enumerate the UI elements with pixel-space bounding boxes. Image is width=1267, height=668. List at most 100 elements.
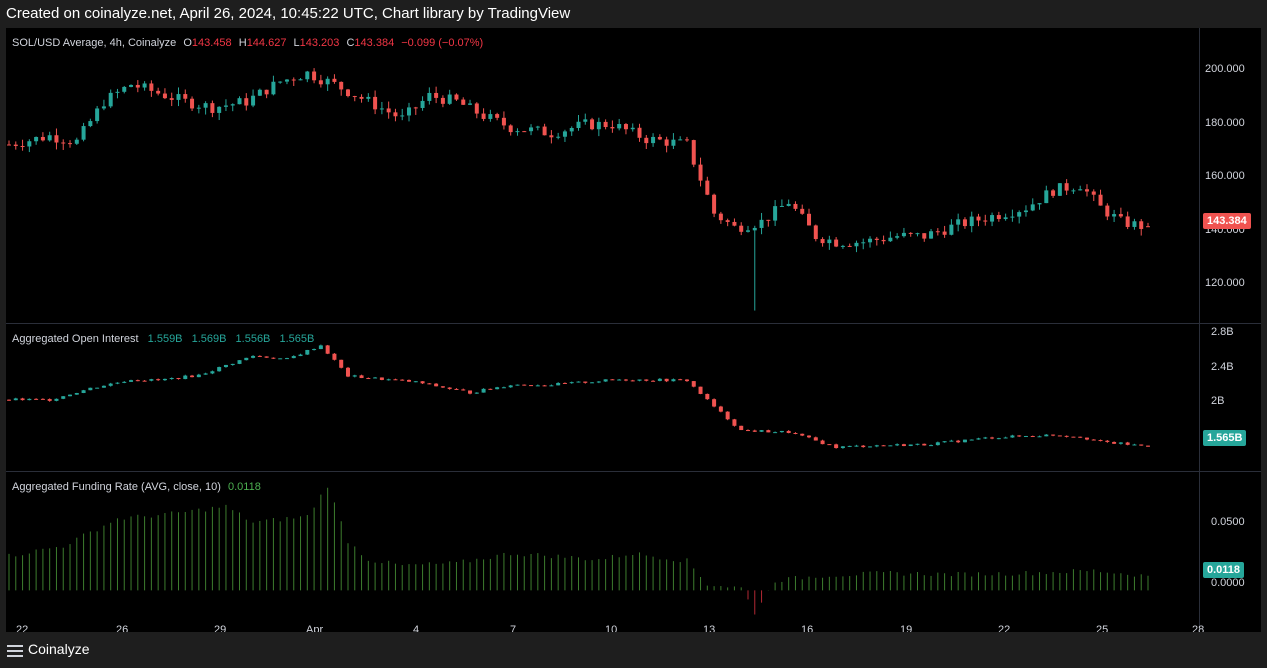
oi-candle [901,444,906,447]
oi-candle [705,393,710,400]
oi-candle [1057,435,1062,437]
price-candle [874,238,879,240]
oi-candle [210,371,215,374]
price-candle [766,219,771,221]
oi-candle [495,387,500,390]
oi-candle [434,383,439,387]
price-candle [257,89,262,96]
price-candle [969,216,974,227]
price-candle [251,95,256,106]
price-candle [291,79,296,81]
oi-candle [739,425,744,431]
oi-candle [732,419,737,426]
price-candle [583,119,588,122]
chart-area[interactable]: SOL/USD Average, 4h, Coinalyze O143.458 … [6,28,1261,636]
oi-candle [501,387,506,389]
price-candle [508,125,513,133]
oi-candle [81,390,86,394]
oi-candle [129,380,134,382]
last-price-badge: 143.384 [1203,213,1251,229]
price-candle [176,94,181,100]
fr-value: 0.0118 [227,481,261,493]
oi-candle [115,382,120,384]
oi-candle [535,385,540,387]
pane-divider-2[interactable] [6,471,1261,472]
price-candle [386,108,391,113]
pane-divider-1[interactable] [6,323,1261,324]
price-candle [834,239,839,247]
oi-candle [1037,436,1042,438]
oi-candle [549,385,554,387]
oi-candle [230,363,235,365]
price-candle [759,219,764,228]
oi-candle [617,379,622,381]
brand-label[interactable]: Coinalyze [28,641,90,657]
price-candle [535,126,540,128]
oi-tick: 2B [1211,395,1225,407]
oi-candle [861,445,866,448]
oi-candle [569,382,574,384]
price-candle [942,231,947,235]
price-candle [20,146,25,148]
price-candle [61,142,66,144]
price-candle [596,121,601,130]
oi-candle [1132,444,1137,446]
price-candle [1132,221,1137,227]
oi-candle [990,437,995,439]
price-candle [739,225,744,232]
oi-candle [556,382,561,386]
oi-candle [868,446,873,448]
change-value: −0.099 (−0.07%) [401,37,484,49]
oi-candle [1125,442,1130,445]
oi-candle [135,380,140,382]
price-candle [230,104,235,106]
price-candle [556,136,561,138]
oi-candle [1105,440,1110,442]
oi-candle [264,356,269,358]
oi-candle [596,381,601,383]
low-label: L [293,37,300,49]
hamburger-menu-icon[interactable] [7,645,23,657]
x-tick: 7 [510,624,517,636]
price-candle [1105,205,1110,217]
price-candle [407,107,412,116]
oi-candle [881,445,886,447]
price-candle [7,144,11,146]
price-candle [990,215,995,222]
price-candle [576,121,581,128]
oi-tick: 2.4B [1211,361,1234,373]
oi-candle [1084,437,1089,440]
oi-candle [725,411,730,420]
price-candle [400,115,405,117]
oi-candle [820,440,825,445]
price-candle [996,215,1001,220]
oi-candle [190,375,195,378]
oi-candle [786,430,791,433]
oi-candle [684,379,689,382]
oi-candle [244,357,249,361]
oi-candle [651,380,656,382]
oi-candle [576,381,581,383]
oi-candle [983,437,988,439]
price-candle [1125,216,1130,227]
oi-candle [339,359,344,368]
price-candle [210,103,215,113]
oi-candle [162,378,167,381]
price-candle [617,124,622,129]
oi-candle [630,380,635,382]
oi-candle [888,445,893,447]
open-value: 143.458 [191,37,232,49]
oi-candle [359,375,364,379]
price-candle [162,93,167,99]
oi-candle [101,385,106,388]
chart-canvas[interactable] [6,28,1261,632]
price-candle [34,136,39,142]
oi-candle [95,387,100,389]
price-candle [712,194,717,214]
oi-candle [515,384,520,386]
oi-candle [1098,440,1103,442]
oi-candle [847,445,852,447]
oi-candle [664,378,669,382]
price-candle [678,139,683,141]
price-candle [983,220,988,222]
